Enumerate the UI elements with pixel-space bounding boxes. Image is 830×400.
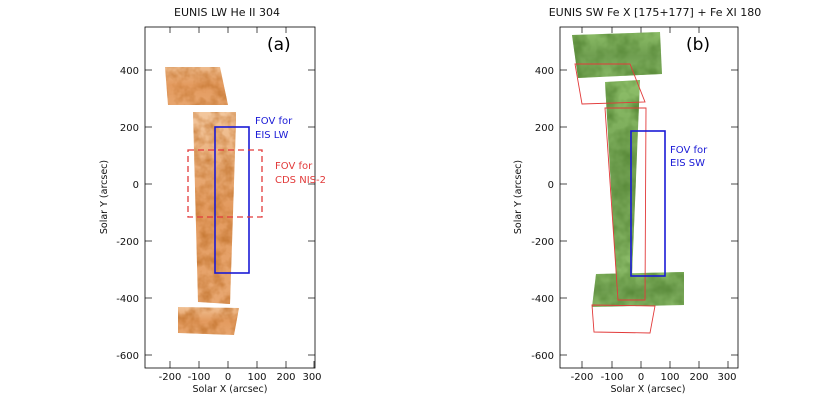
panel-b-title: EUNIS SW Fe X [175+177] + Fe XI 180 [549,6,762,19]
panel-b-he-ii-outline [574,63,656,334]
panel-a: EUNIS LW He II 304 -200 -100 0 100 200 3… [99,6,326,395]
panel-a-ytick: -200 [116,237,139,248]
panel-b-eis-fov-box [630,130,666,277]
panel-a-ytick: 400 [120,66,139,77]
panel-b-ytick: -200 [531,237,554,248]
panel-b-fe-map [572,32,684,307]
panel-b-xtick: 0 [638,372,644,383]
panel-b-ytick: 400 [535,66,554,77]
panel-a-xtick: -100 [188,372,211,383]
panel-b-label: (b) [686,35,710,55]
panel-a-ytick: -400 [116,294,139,305]
panel-a-eis-annotation: EIS LW [255,130,288,141]
panel-b-ytick: -600 [531,351,554,362]
panel-b-ytick: 0 [548,180,554,191]
panel-a-cds-annotation: FOV for [275,161,313,172]
panel-b-xtick: 100 [660,372,679,383]
panel-a-xtick: 300 [302,372,321,383]
panel-a-ytick: 200 [120,123,139,134]
panel-b-ticks [560,27,738,368]
panel-b-ytick: 200 [535,123,554,134]
panel-a-ytick: -600 [116,351,139,362]
panel-a-ytick: 0 [133,180,139,191]
panel-b-xtick: -100 [601,372,624,383]
panel-b-ylabel: Solar Y (arcsec) [513,160,524,234]
panel-b-eis-annotation: EIS SW [670,158,705,169]
panel-a-eis-fov-box [214,126,250,274]
panel-a-plot-frame [144,26,316,369]
panel-a-label: (a) [267,35,291,55]
panel-b-ytick: -400 [531,294,554,305]
panel-a-xtick: 200 [276,372,295,383]
panel-b-plot-frame [559,26,739,369]
panel-b-xtick: 300 [717,372,736,383]
panel-b: EUNIS SW Fe X [175+177] + Fe XI 180 -200… [513,6,761,395]
panel-b-xtick: -200 [571,372,594,383]
panel-a-title: EUNIS LW He II 304 [174,6,280,19]
panel-a-xtick: -200 [159,372,182,383]
panel-b-xlabel: Solar X (arcsec) [611,384,686,395]
panel-a-ylabel: Solar Y (arcsec) [99,160,110,234]
panel-a-xlabel: Solar X (arcsec) [193,384,268,395]
panel-b-xtick: 200 [689,372,708,383]
panel-a-ticks [145,27,315,368]
panel-a-eis-annotation: FOV for [255,116,293,127]
panel-a-xtick: 0 [225,372,231,383]
panel-a-cds-annotation: CDS NIS-2 [275,175,326,186]
panel-a-xtick: 100 [247,372,266,383]
panel-a-he-ii-map [165,67,239,335]
panel-b-eis-annotation: FOV for [670,145,708,156]
